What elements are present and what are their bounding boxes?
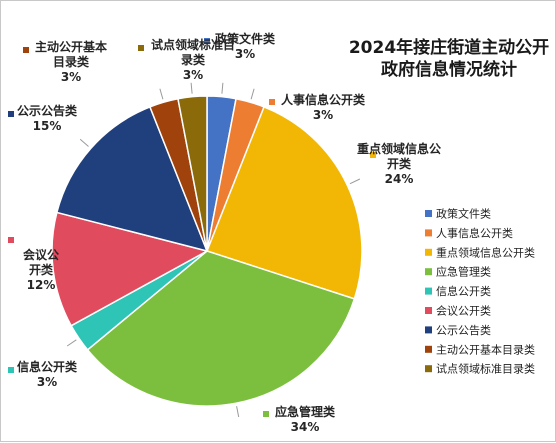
leader-line	[349, 178, 361, 185]
slice-label-text: 开类	[29, 262, 54, 277]
legend-swatch	[425, 229, 432, 237]
slice-percent-label: 3%	[183, 68, 203, 82]
legend-swatch	[425, 268, 432, 276]
slice-label-text: 录类	[181, 52, 206, 67]
slice-label-marker-4	[263, 411, 269, 417]
pie-slice-7	[55, 105, 209, 253]
slice-label-text: 人事信息公开类	[281, 92, 366, 107]
leader-line	[159, 88, 164, 100]
slice-label-text: 会议公	[23, 247, 59, 262]
leader-line	[221, 82, 224, 94]
slice-label-text: 主动公开基本	[35, 39, 107, 54]
pie-slice-9	[177, 95, 208, 252]
legend-item: 主动公开基本目录类	[425, 342, 535, 356]
legend-swatch	[425, 287, 432, 295]
slice-label-marker-6	[8, 237, 14, 243]
slice-label-marker-3	[370, 152, 376, 158]
slice-label-text: 政策文件类	[215, 31, 276, 46]
pie-slice-3	[206, 105, 363, 300]
pie-slices	[51, 95, 363, 407]
slice-percent-label: 3%	[37, 375, 57, 389]
legend-swatch	[425, 365, 432, 373]
legend-label: 政策文件类	[436, 207, 491, 221]
pie-slice-4	[86, 250, 356, 407]
slice-percent-label: 3%	[235, 47, 255, 61]
slice-label-text: 重点领域信息公	[357, 141, 441, 156]
pie-slice-6	[51, 211, 210, 327]
legend-item: 信息公开类	[425, 284, 491, 298]
slice-labels: 政策文件类3%人事信息公开类3%重点领域信息公开类24%应急管理类34%信息公开…	[8, 31, 441, 434]
slice-percent-label: 15%	[33, 119, 62, 133]
legend-label: 信息公开类	[436, 284, 491, 298]
slice-label-text: 试点领域标准目	[151, 37, 235, 52]
chart-title: 2024年接庄街道主动公开 政府信息情况统计	[349, 37, 549, 80]
slice-label-marker-2	[269, 99, 275, 105]
legend: 政策文件类人事信息公开类重点领域信息公开类应急管理类信息公开类会议公开类公示公告…	[425, 207, 535, 376]
legend-swatch	[425, 210, 432, 217]
slice-percent-label: 3%	[313, 108, 333, 122]
slice-label-marker-7	[8, 111, 14, 117]
legend-item: 重点领域信息公开类	[425, 245, 535, 259]
slice-label-text: 公示公告类	[17, 103, 78, 118]
slice-label-marker-5	[8, 367, 14, 373]
legend-item: 试点领域标准目录类	[425, 362, 535, 376]
slice-percent-label: 24%	[385, 172, 414, 186]
legend-label: 重点领域信息公开类	[436, 245, 535, 259]
legend-label: 公示公告类	[436, 323, 491, 337]
slice-label-marker-8	[23, 47, 29, 53]
leader-line	[39, 270, 51, 273]
leader-line	[236, 406, 240, 418]
legend-item: 政策文件类	[425, 207, 491, 221]
legend-label: 会议公开类	[436, 304, 491, 318]
legend-label: 应急管理类	[436, 265, 491, 279]
slice-percent-label: 34%	[291, 420, 320, 434]
slice-label-marker-1	[204, 38, 210, 44]
slice-label-text: 应急管理类	[275, 404, 336, 419]
leader-line	[190, 82, 193, 94]
legend-label: 人事信息公开类	[436, 226, 513, 240]
chart-title-line-2: 政府信息情况统计	[381, 59, 517, 80]
legend-label: 主动公开基本目录类	[436, 342, 535, 356]
slice-percent-label: 3%	[61, 70, 81, 84]
chart-title-line-1: 2024年接庄街道主动公开	[349, 37, 549, 58]
leader-line	[79, 138, 89, 147]
legend-item: 人事信息公开类	[425, 226, 513, 240]
leader-line	[250, 88, 255, 100]
legend-item: 应急管理类	[425, 265, 491, 279]
legend-item: 公示公告类	[425, 323, 491, 337]
legend-swatch	[425, 326, 432, 334]
slice-label-marker-9	[138, 45, 144, 51]
leader-line	[66, 339, 77, 347]
legend-swatch	[425, 248, 432, 256]
legend-swatch	[425, 307, 432, 314]
slice-label-text: 目录类	[53, 54, 90, 69]
slice-label-text: 开类	[387, 156, 412, 171]
legend-item: 会议公开类	[425, 304, 491, 318]
legend-label: 试点领域标准目录类	[436, 362, 535, 376]
slice-label-text: 信息公开类	[17, 359, 78, 374]
legend-swatch	[425, 345, 432, 353]
slice-percent-label: 12%	[27, 278, 56, 292]
